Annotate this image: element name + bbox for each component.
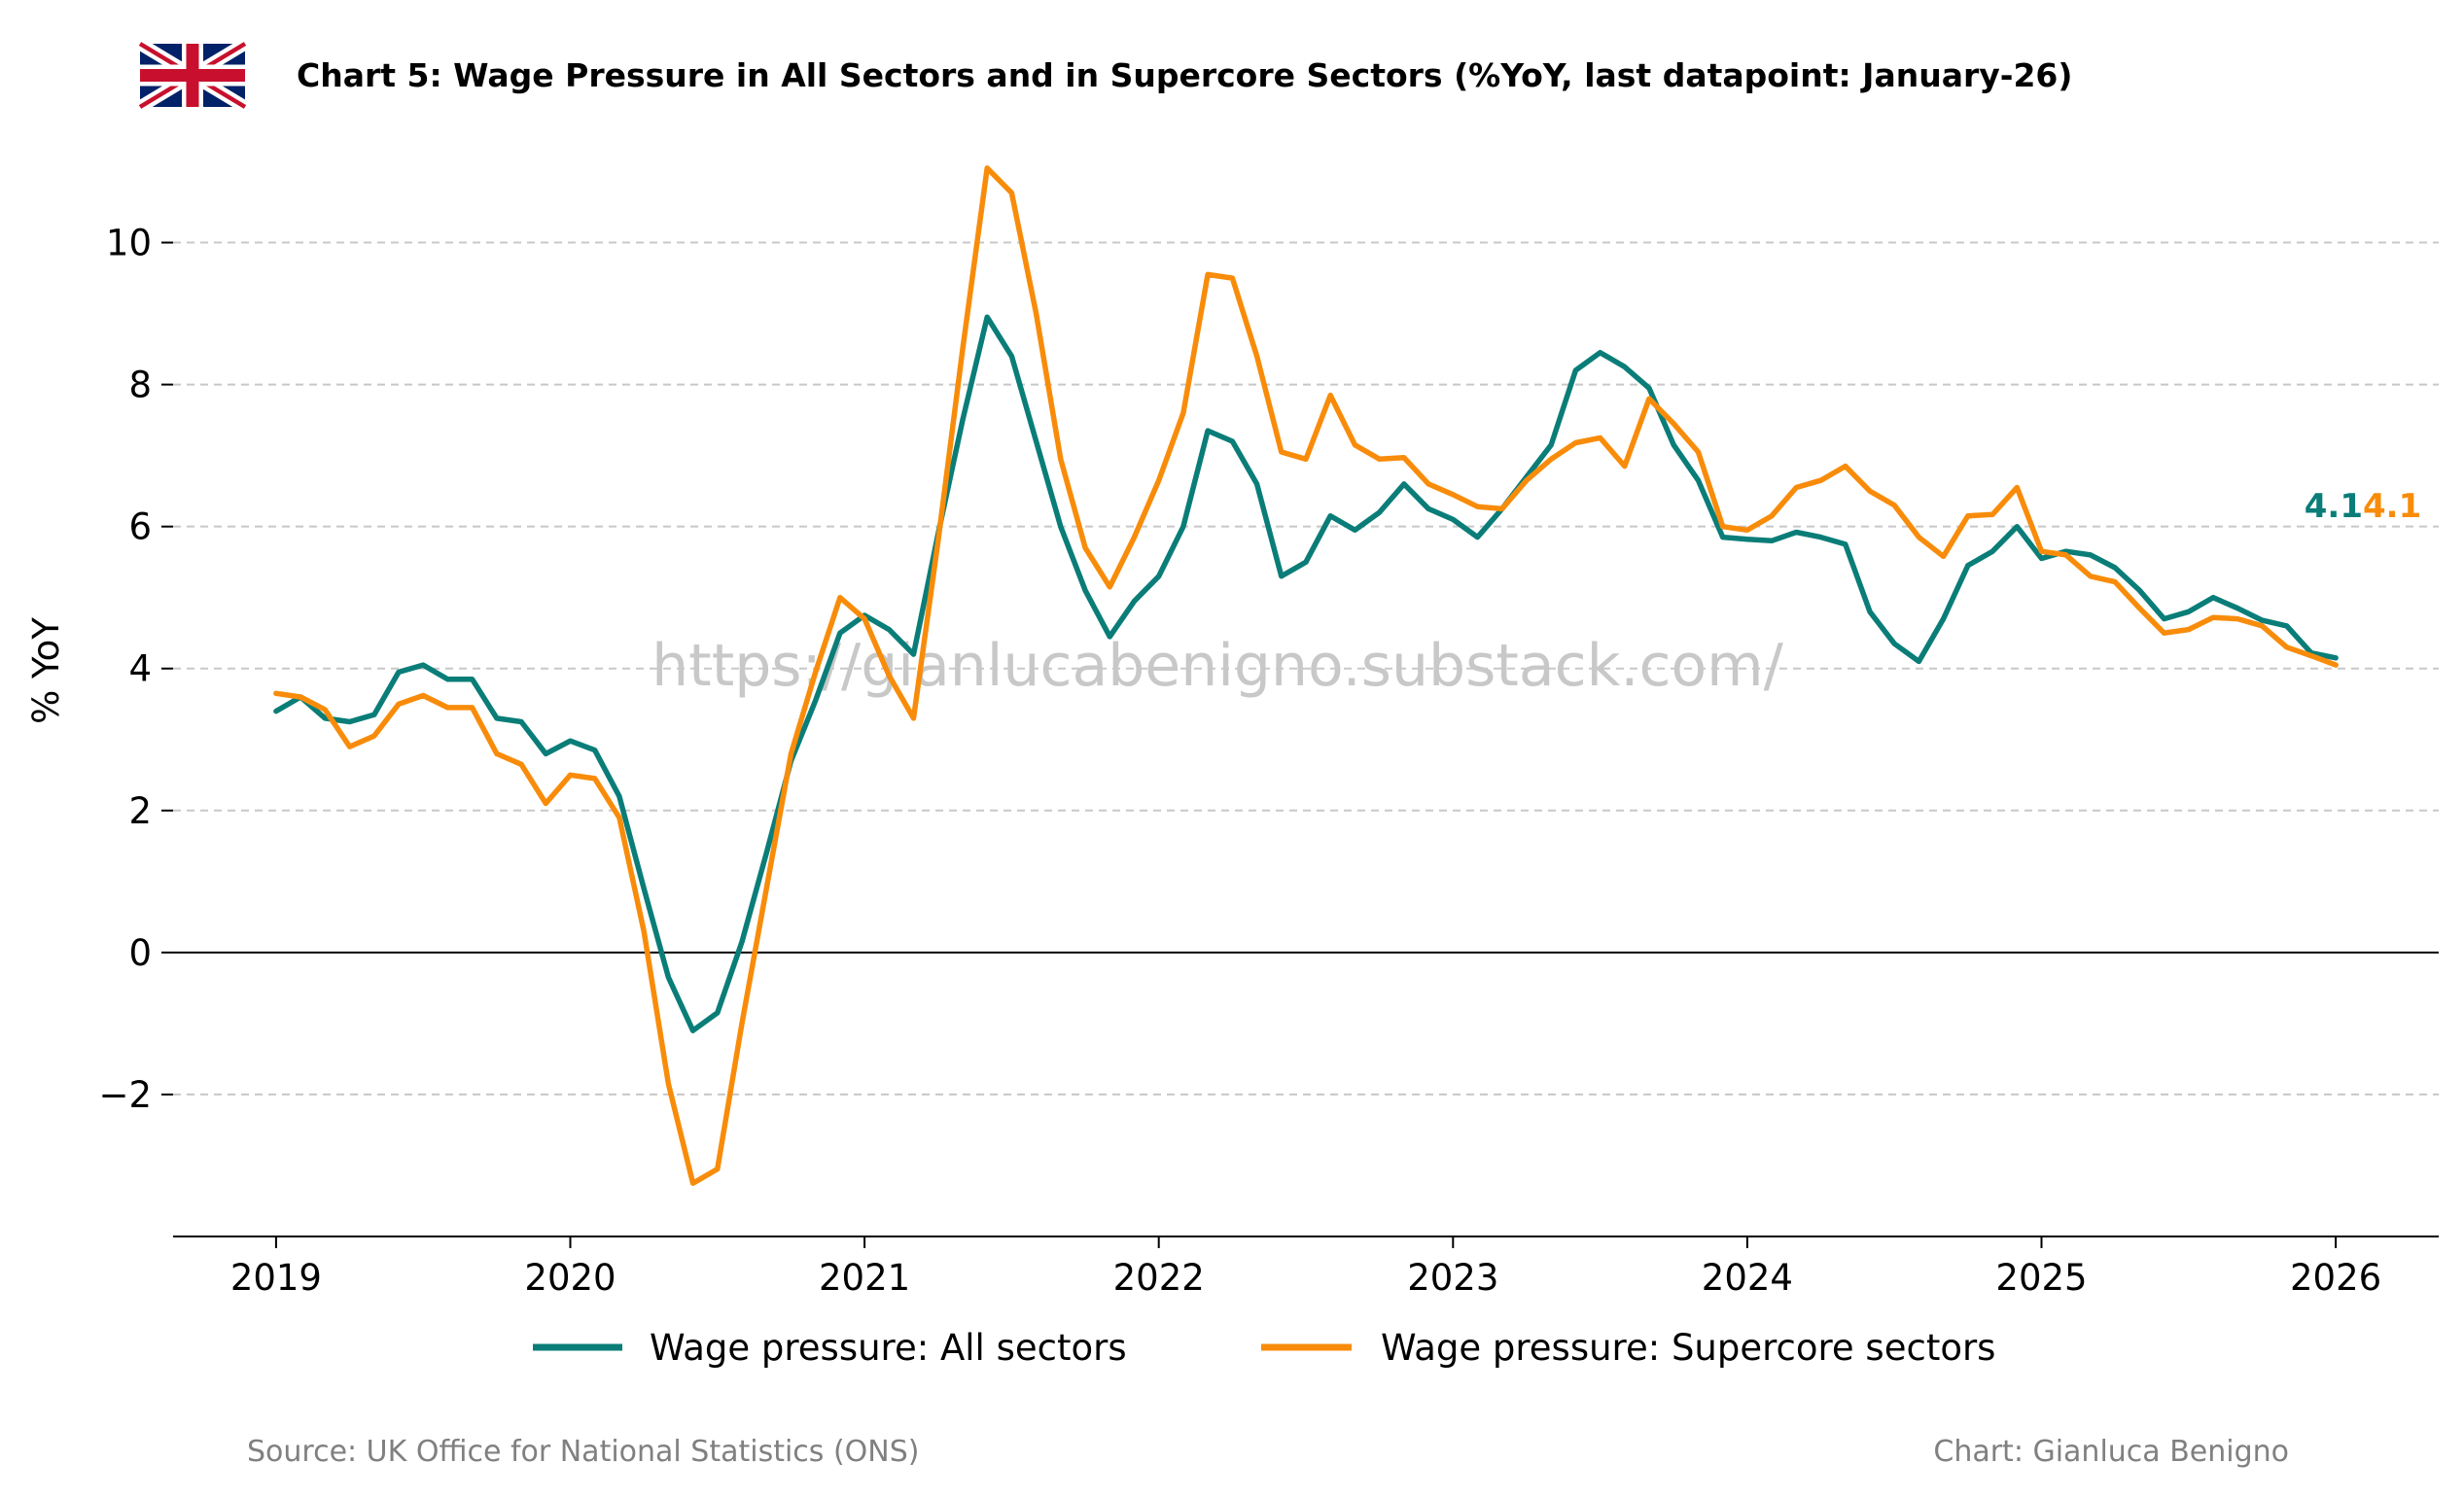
x-tick-label: 2026 bbox=[2290, 1257, 2381, 1299]
x-ticks: 2019 2020 2021 2022 2023 2024 2025 2026 bbox=[230, 1236, 2381, 1299]
end-label-supercore: 4.1 bbox=[2363, 487, 2421, 526]
series-line-all-sectors bbox=[273, 314, 2339, 1033]
series-lines bbox=[273, 165, 2339, 1186]
chart-title: Chart 5: Wage Pressure in All Sectors an… bbox=[297, 56, 2072, 94]
legend-label-all-sectors: Wage pressure: All sectors bbox=[650, 1327, 1127, 1369]
gridlines bbox=[173, 241, 2439, 1096]
x-tick-label: 2025 bbox=[1995, 1257, 2087, 1299]
end-label-all-sectors: 4.1 bbox=[2305, 487, 2363, 526]
uk-flag-icon bbox=[136, 38, 249, 113]
y-tick-label: 4 bbox=[128, 648, 152, 690]
x-tick-label: 2020 bbox=[524, 1257, 616, 1299]
x-tick-label: 2022 bbox=[1113, 1257, 1205, 1299]
series-line-supercore bbox=[273, 165, 2339, 1186]
chart-credit: Chart: Gianluca Benigno bbox=[1933, 1435, 2289, 1469]
source-note: Source: UK Office for National Statistic… bbox=[247, 1435, 919, 1469]
y-tick-label: 2 bbox=[128, 790, 152, 832]
y-tick-label: 10 bbox=[106, 223, 152, 264]
legend-label-supercore: Wage pressure: Supercore sectors bbox=[1381, 1327, 1995, 1369]
y-tick-label: 8 bbox=[128, 365, 152, 406]
x-tick-label: 2024 bbox=[1702, 1257, 1793, 1299]
legend: Wage pressure: All sectors Wage pressure… bbox=[533, 1327, 1995, 1369]
y-tick-label: 6 bbox=[128, 506, 152, 548]
y-tick-label: 0 bbox=[128, 932, 152, 974]
y-tick-label: −2 bbox=[98, 1074, 152, 1116]
x-tick-label: 2019 bbox=[230, 1257, 322, 1299]
x-tick-label: 2021 bbox=[819, 1257, 910, 1299]
y-ticks: −2 0 2 4 6 8 10 bbox=[98, 223, 173, 1116]
x-tick-label: 2023 bbox=[1407, 1257, 1498, 1299]
y-axis-label: % YoY bbox=[25, 617, 67, 724]
watermark: https://gianlucabenigno.substack.com/ bbox=[651, 632, 1783, 700]
